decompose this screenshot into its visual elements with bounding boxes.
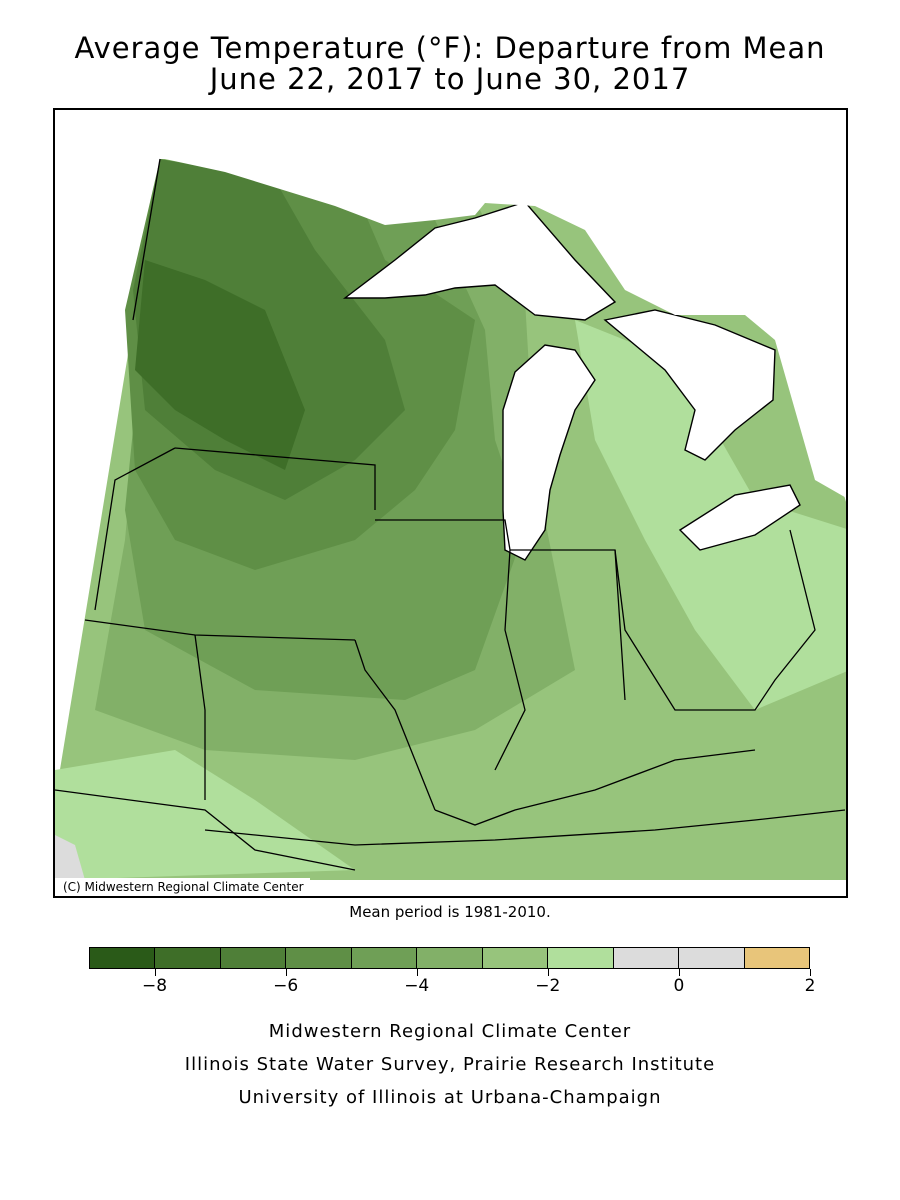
- legend-segment: [286, 948, 352, 968]
- legend-segment: [417, 948, 483, 968]
- credit-line2: Illinois State Water Survey, Prairie Res…: [184, 1054, 716, 1075]
- zone-minus9: [135, 260, 305, 470]
- legend-segment: [351, 948, 418, 968]
- legend-tick: [154, 969, 156, 976]
- legend-tick-label: −2: [535, 976, 561, 996]
- lake-superior: [342, 201, 617, 321]
- legend-tick: [416, 969, 418, 976]
- legend-segment: [744, 948, 809, 968]
- lake-michigan: [502, 344, 596, 561]
- legend-tick-label: −4: [404, 976, 430, 996]
- legend-tick: [285, 969, 287, 976]
- credit-line1: Midwestern Regional Climate Center: [268, 1021, 632, 1042]
- map-title-line2: June 22, 2017 to June 30, 2017: [209, 62, 691, 96]
- legend-segment: [613, 948, 680, 968]
- legend-tick-label: −6: [273, 976, 299, 996]
- legend-segment: [482, 948, 549, 968]
- color-legend-bar: [89, 947, 810, 969]
- state-boundaries: [55, 158, 846, 871]
- legend-tick-label: 2: [804, 976, 816, 996]
- legend-tick-label: 0: [673, 976, 685, 996]
- mean-period-note: Mean period is 1981-2010.: [349, 903, 551, 921]
- legend-segment: [548, 948, 614, 968]
- zone-minus1-sw: [55, 835, 85, 880]
- legend-tick: [678, 969, 680, 976]
- lake-huron: [603, 309, 776, 461]
- legend-segment: [679, 948, 745, 968]
- map-frame: (C) Midwestern Regional Climate Center: [53, 108, 848, 898]
- legend-tick: [547, 969, 549, 976]
- zone-minus2-south: [55, 750, 355, 880]
- legend-segment: [155, 948, 221, 968]
- map-title-line1: Average Temperature (°F): Departure from…: [74, 31, 826, 65]
- legend-segment: [90, 948, 156, 968]
- temperature-departure-map: [55, 110, 846, 880]
- lake-erie: [678, 484, 801, 551]
- legend-tick-label: −8: [142, 976, 168, 996]
- canada-region: [55, 110, 846, 498]
- copyright-label: (C) Midwestern Regional Climate Center: [55, 878, 310, 896]
- legend-segment: [220, 948, 287, 968]
- legend-tick: [810, 969, 811, 976]
- credit-line3: University of Illinois at Urbana-Champai…: [238, 1087, 662, 1108]
